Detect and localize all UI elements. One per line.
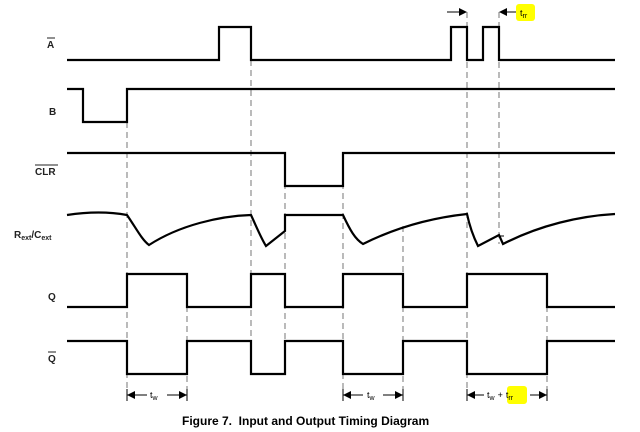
tw-measure-2: tw bbox=[342, 389, 404, 402]
waveform-rext-cext bbox=[66, 211, 616, 248]
waveform-a-bar bbox=[67, 25, 615, 62]
tw-trr-label: tw + trr bbox=[487, 390, 514, 402]
waveform-q-bar bbox=[67, 339, 615, 376]
trr-top-highlight bbox=[516, 4, 535, 21]
trr-top-label: trr bbox=[520, 8, 528, 20]
tw-label-2: tw bbox=[367, 390, 376, 402]
label-b: B bbox=[49, 107, 56, 118]
tw-trr-measure: tw + trr bbox=[466, 389, 548, 402]
waveform-clr-bar bbox=[67, 151, 615, 188]
tw-measure-1: tw bbox=[126, 389, 188, 402]
trr-top-measure: trr bbox=[447, 8, 528, 20]
label-rext-cext: Rext/Cext bbox=[14, 230, 52, 242]
label-q: Q bbox=[48, 292, 56, 303]
waveform-b bbox=[67, 87, 615, 124]
label-q-bar: Q bbox=[48, 354, 56, 365]
figure-caption: Figure 7. Input and Output Timing Diagra… bbox=[182, 414, 429, 428]
signal-labels: A B CLR Rext/Cext Q Q bbox=[14, 37, 58, 365]
tw-label-1: tw bbox=[150, 390, 159, 402]
waveform-q bbox=[67, 272, 615, 309]
trr-bottom-highlight bbox=[507, 386, 527, 404]
label-clr-bar: CLR bbox=[35, 167, 56, 178]
label-a-bar: A bbox=[47, 40, 54, 51]
